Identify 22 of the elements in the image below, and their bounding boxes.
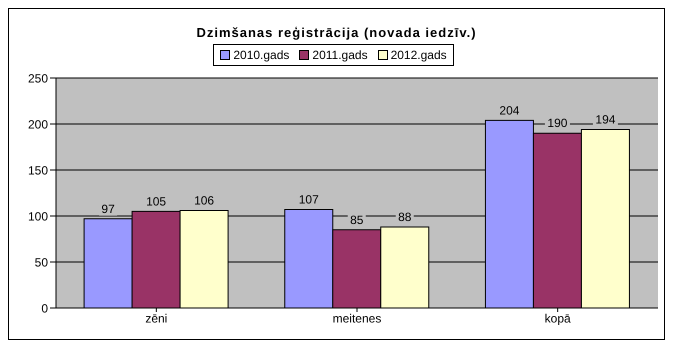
legend-label: 2010.gads — [232, 48, 290, 62]
y-tick-label: 100 — [28, 209, 48, 224]
data-label: 88 — [398, 210, 412, 224]
data-label: 97 — [101, 202, 116, 216]
data-label: 106 — [194, 193, 214, 208]
data-label: 105 — [146, 194, 166, 208]
data-label: 204 — [499, 103, 520, 118]
y-tick-label: 200 — [28, 117, 48, 132]
data-label: 194 — [595, 112, 616, 127]
data-label: 107 — [298, 192, 320, 207]
data-label: 190 — [547, 116, 568, 130]
x-tick-label: meitenes — [332, 312, 382, 326]
x-tick-label: kopā — [544, 312, 571, 326]
y-tick-label: 50 — [34, 255, 48, 270]
data-label: 85 — [350, 212, 364, 227]
x-tick-label: zēni — [145, 312, 168, 326]
legend-label: 2012.gads — [390, 48, 447, 62]
y-tick-label: 150 — [28, 163, 48, 178]
y-tick-label: 250 — [28, 71, 48, 86]
chart-title: Dzimšanas reģistrācija (novada iedzīv.) — [195, 25, 478, 40]
legend-label: 2011.gads — [311, 48, 368, 62]
y-tick-label: 0 — [41, 301, 48, 316]
